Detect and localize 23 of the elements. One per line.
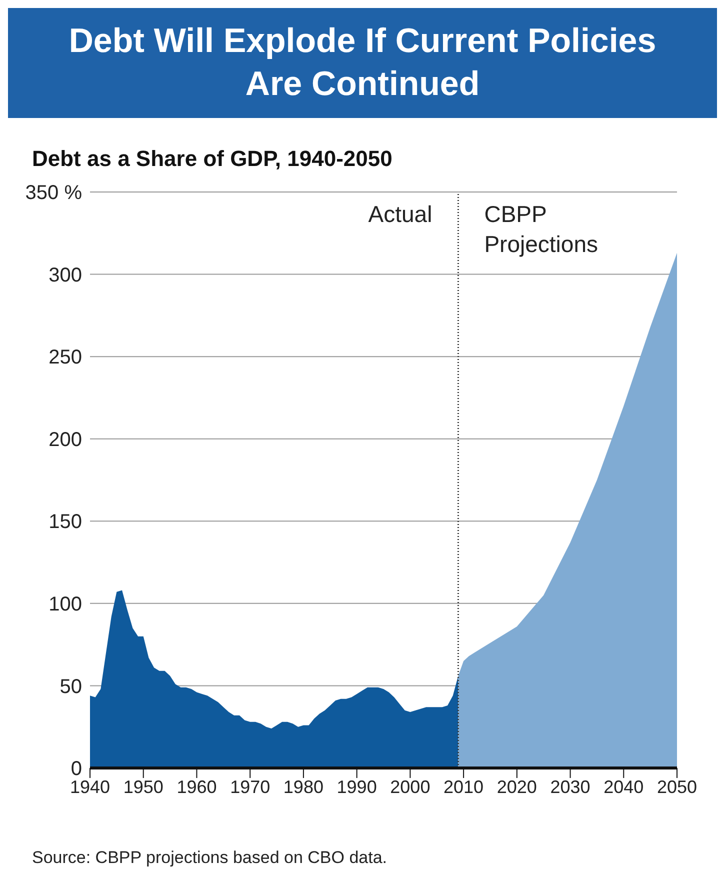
x-tick-label: 2050 [656, 776, 698, 797]
chart-title: Debt Will Explode If Current Policies Are Continued [8, 8, 717, 118]
y-tick-label: 300 [48, 264, 82, 286]
y-tick-label: 100 [48, 594, 82, 616]
x-tick-label: 1990 [336, 776, 377, 797]
x-tick-label: 1960 [176, 776, 217, 797]
x-tick-label: 1980 [283, 776, 324, 797]
y-tick-label: 350 % [25, 182, 82, 204]
chart-subtitle: Debt as a Share of GDP, 1940-2050 [32, 146, 394, 172]
annotation: Actual [368, 201, 432, 227]
x-tick-label: 2030 [550, 776, 590, 797]
x-tick-label: 2010 [444, 776, 484, 797]
x-tick-label: 1950 [123, 776, 164, 797]
x-tick-label: 2040 [604, 776, 644, 797]
annotation: CBPP Projections [484, 201, 598, 257]
y-tick-label: 50 [60, 676, 82, 698]
y-tick-label: 150 [48, 511, 82, 534]
y-tick-label: 200 [48, 428, 82, 451]
x-tick-label: 2020 [496, 776, 537, 797]
source-note: Source: CBPP projections based on CBO data. [32, 848, 388, 868]
y-tick-label: 250 [48, 346, 82, 369]
x-tick-label: 1970 [230, 776, 270, 797]
x-tick-label: 2000 [390, 776, 430, 797]
